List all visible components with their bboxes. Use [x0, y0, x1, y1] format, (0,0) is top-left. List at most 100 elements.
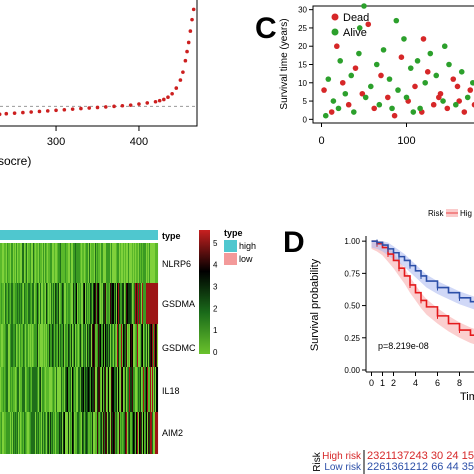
heatmap-cell: [119, 283, 121, 324]
heatmap-cell: [118, 367, 120, 412]
heatmap-cell: [43, 324, 45, 367]
heatmap-cell: [79, 243, 81, 283]
heatmap-cell: [70, 367, 72, 412]
heatmap-cell: [88, 243, 90, 283]
heatmap-cell: [133, 412, 135, 454]
heatmap-cell: [111, 324, 113, 367]
risk-point: [21, 110, 25, 115]
heatmap-cell: [20, 412, 22, 454]
heatmap-cell: [68, 283, 70, 324]
heatmap-row-label: GSDMA: [162, 299, 195, 309]
heatmap-cell: [101, 412, 103, 454]
heatmap-cell: [38, 324, 40, 367]
heatmap-cell: [99, 283, 101, 324]
heatmap-cell: [107, 283, 109, 324]
heatmap-cell: [137, 243, 139, 283]
heatmap-cell: [7, 283, 9, 324]
risk-point: [95, 105, 100, 110]
heatmap-cell: [58, 324, 60, 367]
heatmap-cell: [29, 412, 31, 454]
alive-point: [356, 50, 362, 57]
km-y-axis-label: Survival probability: [309, 258, 321, 351]
heatmap-cell: [107, 324, 109, 367]
survival-x-tick-label: 100: [397, 135, 415, 147]
risk-point: [181, 70, 185, 74]
heatmap-cell: [36, 367, 38, 412]
heatmap-cell: [155, 243, 157, 283]
heatmap-cell: [16, 412, 18, 454]
heatmap-cell: [24, 412, 26, 454]
heatmap-cell: [111, 367, 113, 412]
heatmap-cell: [140, 367, 142, 412]
heatmap-cell: [18, 324, 20, 367]
heatmap-cell: [112, 324, 114, 367]
alive-point: [330, 98, 337, 104]
heatmap-cell: [30, 412, 32, 454]
heatmap-cell: [15, 283, 17, 324]
heatmap-cell: [70, 412, 72, 454]
heatmap-cell: [7, 367, 9, 412]
heatmap-cell: [33, 283, 35, 324]
heatmap-cell: [151, 283, 153, 324]
heatmap-cell: [17, 412, 19, 454]
heatmap-cell: [127, 324, 129, 367]
dead-point: [328, 109, 335, 115]
heatmap-cell: [57, 367, 59, 412]
heatmap-cell: [94, 324, 96, 367]
heatmap-cell: [18, 243, 20, 283]
heatmap-cell: [135, 367, 137, 412]
heatmap-cell: [26, 324, 28, 367]
heatmap-cell: [136, 324, 138, 367]
heatmap-cell: [13, 283, 15, 324]
heatmap-cell: [37, 367, 39, 412]
heatmap-cell: [134, 243, 136, 283]
heatmap-cell: [154, 412, 156, 454]
heatmap-cell: [11, 367, 13, 412]
heatmap-cell: [67, 243, 69, 283]
heatmap-cell: [114, 243, 116, 283]
heatmap-cell: [32, 367, 34, 412]
heatmap-row-label: NLRP6: [162, 259, 191, 269]
heatmap-cell: [92, 324, 94, 367]
heatmap-cell: [135, 283, 137, 324]
risk-point: [128, 103, 133, 107]
heatmap-cell: [131, 283, 133, 324]
heatmap-cell: [89, 283, 91, 324]
heatmap-cell: [44, 283, 46, 324]
heatmap-cell: [147, 412, 149, 454]
heatmap-cell: [79, 283, 81, 324]
heatmap-cell: [129, 412, 131, 454]
heatmap-cell: [118, 283, 120, 324]
heatmap-cell: [83, 243, 85, 283]
heatmap-cell: [20, 283, 22, 324]
heatmap-cell: [146, 367, 148, 412]
heatmap-cell: [116, 243, 118, 283]
heatmap-cell: [93, 283, 95, 324]
heatmap-row-label: AIM2: [162, 428, 183, 438]
heatmap-row-label: IL18: [162, 386, 180, 396]
heatmap-cell: [41, 324, 43, 367]
alive-point: [368, 83, 374, 90]
heatmap-cell: [27, 324, 29, 367]
heatmap-cell: [94, 367, 96, 412]
heatmap-cell: [46, 412, 48, 454]
heatmap-cell: [106, 243, 108, 283]
heatmap-cell: [89, 412, 91, 454]
heatmap-cell: [108, 283, 110, 324]
heatmap-cell: [1, 367, 3, 412]
km-confidence-bands: [371, 241, 474, 345]
heatmap-cell: [67, 324, 69, 367]
heatmap-cell: [130, 412, 132, 454]
heatmap-cell: [18, 412, 20, 454]
heatmap-cell: [117, 283, 119, 324]
heatmap-cell: [82, 367, 84, 412]
alive-point: [348, 72, 355, 79]
risk-point: [4, 111, 9, 116]
heatmap-cell: [70, 324, 72, 367]
heatmap-cell: [57, 412, 59, 454]
heatmap-cell: [4, 283, 6, 324]
heatmap-cell: [19, 367, 21, 412]
heatmap-cell: [107, 412, 109, 454]
heatmap-cell: [154, 324, 156, 367]
heatmap-colorbar: 5 4 3 2 1 0: [199, 230, 218, 357]
